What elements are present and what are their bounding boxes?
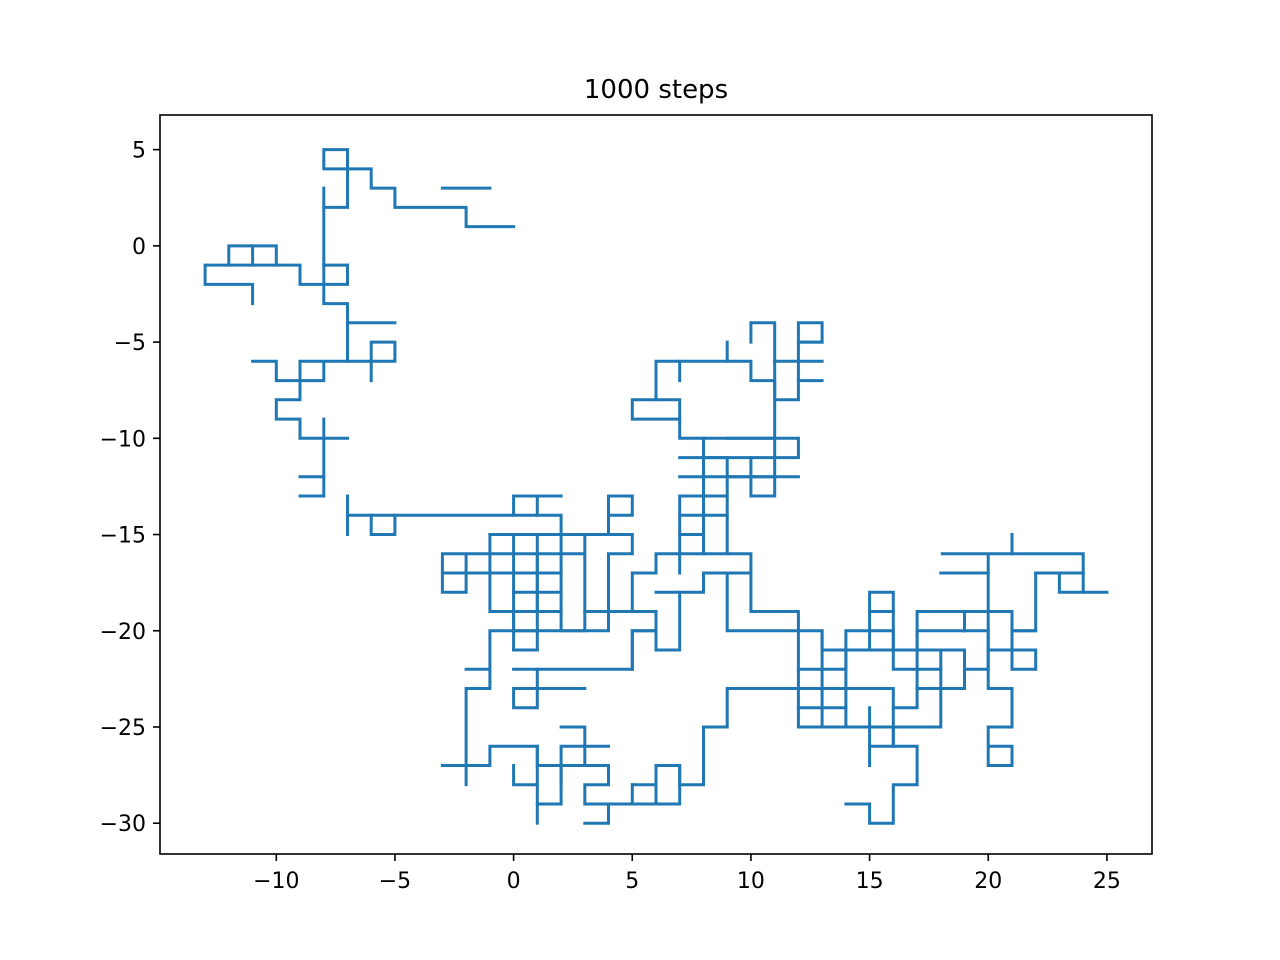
walk-segment-0-23 bbox=[512, 436, 777, 633]
y-tick-label: 0 bbox=[132, 235, 146, 260]
walk-segment-0-29 bbox=[678, 436, 800, 460]
walk-segment-0-66 bbox=[940, 552, 1085, 613]
x-axis: −10 −5 0 5 10 15 20 25 bbox=[253, 854, 1121, 894]
x-tick-label: 0 bbox=[507, 869, 521, 894]
walk-segment-0-69 bbox=[915, 610, 966, 633]
walk-segment-0-80 bbox=[512, 629, 658, 671]
walk-segment-0-32 bbox=[725, 456, 777, 498]
walk-segment-0-0 bbox=[322, 167, 516, 229]
y-tick-label: −20 bbox=[100, 620, 146, 645]
walk-segment-0-41 bbox=[630, 398, 705, 440]
walk-segment-0-17 bbox=[512, 494, 634, 613]
y-tick-label: −25 bbox=[100, 716, 146, 741]
walk-segment-0-81 bbox=[512, 667, 587, 710]
walk-segment-0-59 bbox=[939, 667, 966, 690]
walk-segment-0-79 bbox=[488, 629, 539, 671]
axes-frame bbox=[159, 114, 1153, 855]
walk-segment-0-6 bbox=[227, 244, 255, 267]
walk-segment-0-49 bbox=[796, 629, 872, 729]
walk-segment-0-2 bbox=[322, 148, 349, 171]
walk-segment-0-52 bbox=[796, 648, 1038, 710]
walk-segment-0-62 bbox=[986, 610, 1014, 767]
x-tick-label: 25 bbox=[1093, 869, 1121, 894]
walk-segment-0-3 bbox=[322, 205, 397, 383]
walk-segment-0-78 bbox=[464, 667, 492, 767]
walk-segment-0-70 bbox=[844, 706, 919, 825]
y-tick-label: −30 bbox=[100, 812, 146, 837]
walk-segment-0-48 bbox=[678, 552, 705, 575]
walk-segment-0-10 bbox=[251, 359, 302, 383]
x-tick-label: 10 bbox=[737, 869, 765, 894]
x-tick-label: −10 bbox=[253, 869, 299, 894]
walk-segment-0-12 bbox=[322, 417, 349, 440]
x-tick-label: 20 bbox=[974, 869, 1002, 894]
walk-segment-0-57 bbox=[868, 687, 943, 767]
walk-segment-0-27 bbox=[678, 494, 729, 536]
x-tick-label: 5 bbox=[625, 869, 639, 894]
walk-segment-0-16 bbox=[369, 513, 397, 536]
y-tick-label: −15 bbox=[100, 524, 146, 549]
walk-segment-0-72 bbox=[583, 764, 682, 825]
walk-segment-0-46 bbox=[725, 552, 800, 633]
walk-segment-0-7 bbox=[251, 244, 278, 267]
walk-segment-0-84 bbox=[512, 764, 539, 787]
x-tick-label: −5 bbox=[379, 869, 411, 894]
x-tick-label: 15 bbox=[856, 869, 884, 894]
y-tick-label: −5 bbox=[114, 331, 146, 356]
walk-segment-0-34 bbox=[749, 321, 777, 363]
walk-segment-0-76 bbox=[440, 744, 587, 767]
chart-title: 1000 steps bbox=[584, 75, 728, 105]
y-tick-label: 5 bbox=[132, 139, 146, 164]
walk-segment-0-61 bbox=[1010, 629, 1038, 652]
walk-path-layer bbox=[203, 148, 1109, 825]
y-tick-label: −10 bbox=[100, 427, 146, 452]
y-axis: 5 0 −5 −10 −15 −20 −25 −30 bbox=[100, 139, 160, 837]
